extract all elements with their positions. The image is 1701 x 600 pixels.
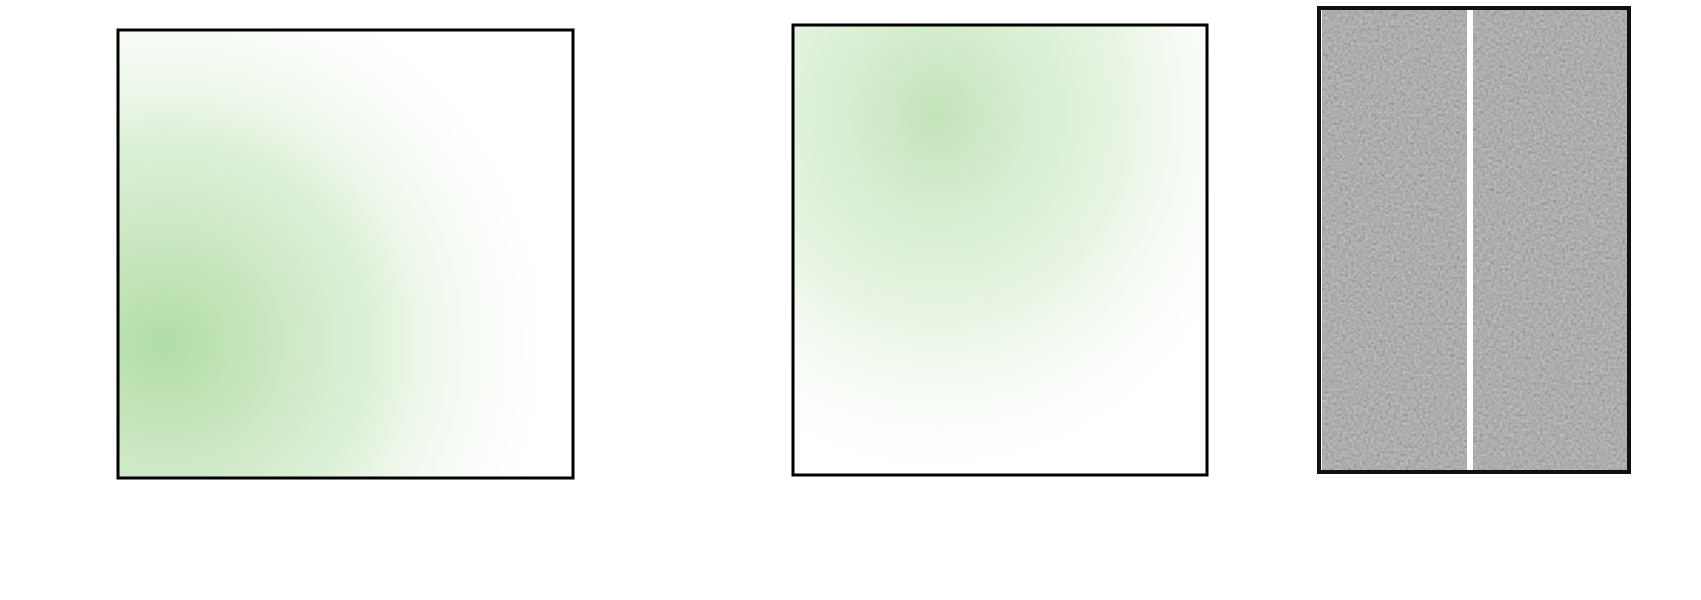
left-chart xyxy=(116,28,575,480)
density-background xyxy=(793,25,1207,475)
density-background xyxy=(118,30,573,478)
cutout-frame xyxy=(1317,6,1631,474)
cutout-grid xyxy=(1317,6,1631,474)
column-divider xyxy=(1467,10,1473,470)
plot-frame xyxy=(791,23,1209,477)
plot-frame xyxy=(116,28,575,480)
middle-chart xyxy=(791,23,1209,477)
